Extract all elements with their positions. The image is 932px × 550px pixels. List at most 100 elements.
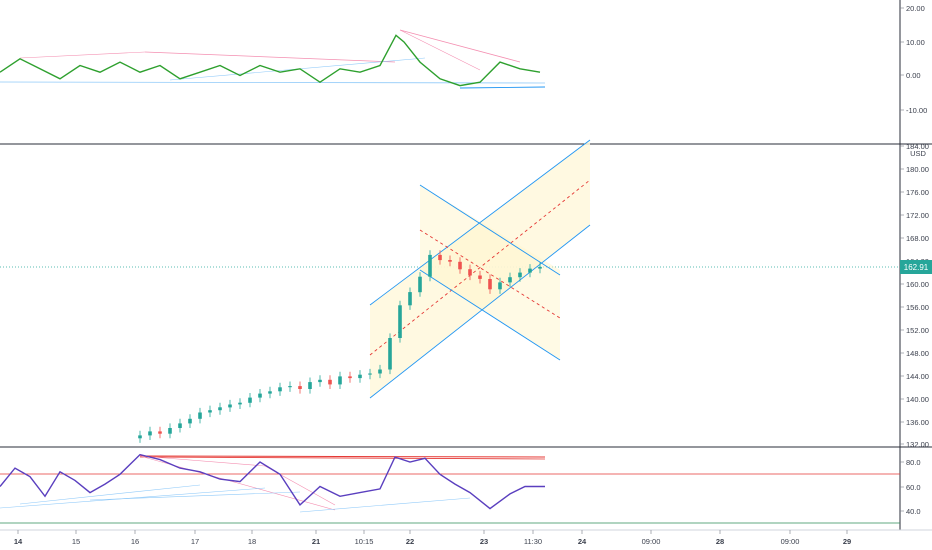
current-price-badge [900, 260, 932, 274]
x-tick-label: 11:30 [524, 537, 542, 546]
y-tick-label: 172.00 [906, 211, 929, 220]
candle [428, 250, 432, 282]
y-tick-label: 168.00 [906, 234, 929, 243]
time-axis: 14 15 16 17 18 21 10:15 22 23 11:30 24 09:00 28 09:00… [14, 530, 851, 546]
candle [228, 399, 232, 412]
y-tick-label: 144.00 [906, 372, 929, 381]
bottom-oscillator-line [0, 453, 545, 510]
x-tick-label: 09:00 [642, 537, 661, 546]
candle [328, 375, 332, 389]
y-tick-label: 184.00 [906, 142, 929, 151]
channel-bottom-line [369, 224, 591, 399]
x-tick-label: 15 [72, 537, 80, 546]
top-divergence-lines [0, 29, 546, 89]
x-tick-label: 28 [716, 537, 724, 546]
candle [318, 375, 322, 387]
top-oscillator-pane: 20.00 10.00 0.00 -10.00 [0, 4, 927, 115]
y-tick-label: 152.00 [906, 326, 929, 335]
candle [248, 393, 252, 408]
y-tick-label: 80.0 [906, 458, 921, 467]
candle [478, 270, 482, 284]
candle [438, 250, 442, 265]
x-tick-label: 18 [248, 537, 256, 546]
candle [168, 423, 172, 439]
candle [498, 277, 502, 294]
currency-label: USD [910, 149, 926, 158]
x-tick-label: 10:15 [355, 537, 374, 546]
candle [298, 381, 302, 394]
top-y-axis: 20.00 10.00 0.00 -10.00 [900, 4, 927, 115]
y-tick-label: 156.00 [906, 303, 929, 312]
x-tick-label: 23 [480, 537, 488, 546]
y-tick-label: 148.00 [906, 349, 929, 358]
candle [528, 264, 532, 278]
candle [288, 381, 292, 392]
candle [148, 426, 152, 440]
counter-channel-bottom [419, 269, 561, 361]
bottom-y-axis: 80.0 60.0 40.0 [900, 458, 921, 516]
channel-top-line [369, 139, 591, 306]
candle [308, 377, 312, 394]
y-tick-label: 140.00 [906, 395, 929, 404]
candle [208, 405, 212, 418]
y-tick-label: 20.00 [906, 4, 925, 13]
candle [378, 364, 382, 379]
candle [178, 418, 182, 433]
channel-mid-line [369, 179, 591, 356]
candle [138, 430, 142, 443]
overbought-line-2 [139, 456, 546, 460]
y-tick-label: 60.0 [906, 483, 921, 492]
candle [158, 426, 162, 439]
candle [468, 264, 472, 281]
price-y-axis: 184.00180.00176.00172.00168.00164.00160.… [900, 142, 929, 449]
y-tick-label: 176.00 [906, 188, 929, 197]
x-tick-label: 09:00 [781, 537, 800, 546]
x-tick-label: 21 [312, 537, 320, 546]
candle [368, 368, 372, 380]
candle [268, 386, 272, 399]
candle [198, 407, 202, 424]
candle [508, 272, 512, 287]
x-tick-label: 14 [14, 537, 23, 546]
channel-fill-2 [420, 185, 560, 360]
x-tick-label: 22 [406, 537, 414, 546]
candle [458, 257, 462, 274]
y-tick-label: 136.00 [906, 418, 929, 427]
counter-channel-top [419, 184, 561, 276]
y-tick-label: 10.00 [906, 38, 925, 47]
candle [238, 398, 242, 409]
candle [488, 274, 492, 294]
y-tick-label: 0.00 [906, 71, 921, 80]
candle [358, 370, 362, 383]
y-tick-label: -10.00 [906, 106, 927, 115]
bottom-divergence-lines [0, 455, 471, 513]
candle [398, 300, 402, 343]
candle [388, 333, 392, 375]
overbought-line-1 [139, 455, 546, 458]
candle [218, 402, 222, 415]
y-tick-label: 160.00 [906, 280, 929, 289]
candlesticks [138, 250, 542, 443]
top-oscillator-line [0, 34, 541, 87]
x-tick-label: 16 [131, 537, 139, 546]
candle [518, 268, 522, 282]
candle [408, 287, 412, 310]
x-tick-label: 24 [578, 537, 587, 546]
bottom-oscillator-pane: 80.0 60.0 40.0 [0, 453, 921, 524]
candle [538, 262, 542, 274]
candle [418, 272, 422, 297]
y-tick-label: 40.0 [906, 507, 921, 516]
candle [278, 382, 282, 396]
y-tick-label: 180.00 [906, 165, 929, 174]
price-pane: 184.00180.00176.00172.00168.00164.00160.… [0, 139, 932, 449]
current-price-text: 162.91 [904, 263, 929, 272]
candle [258, 389, 262, 403]
candle [348, 371, 352, 383]
candle [188, 414, 192, 428]
x-tick-label: 17 [191, 537, 199, 546]
candle [338, 371, 342, 389]
candle [448, 255, 452, 267]
y-tick-label: 132.00 [906, 440, 929, 449]
x-tick-label: 29 [843, 537, 851, 546]
